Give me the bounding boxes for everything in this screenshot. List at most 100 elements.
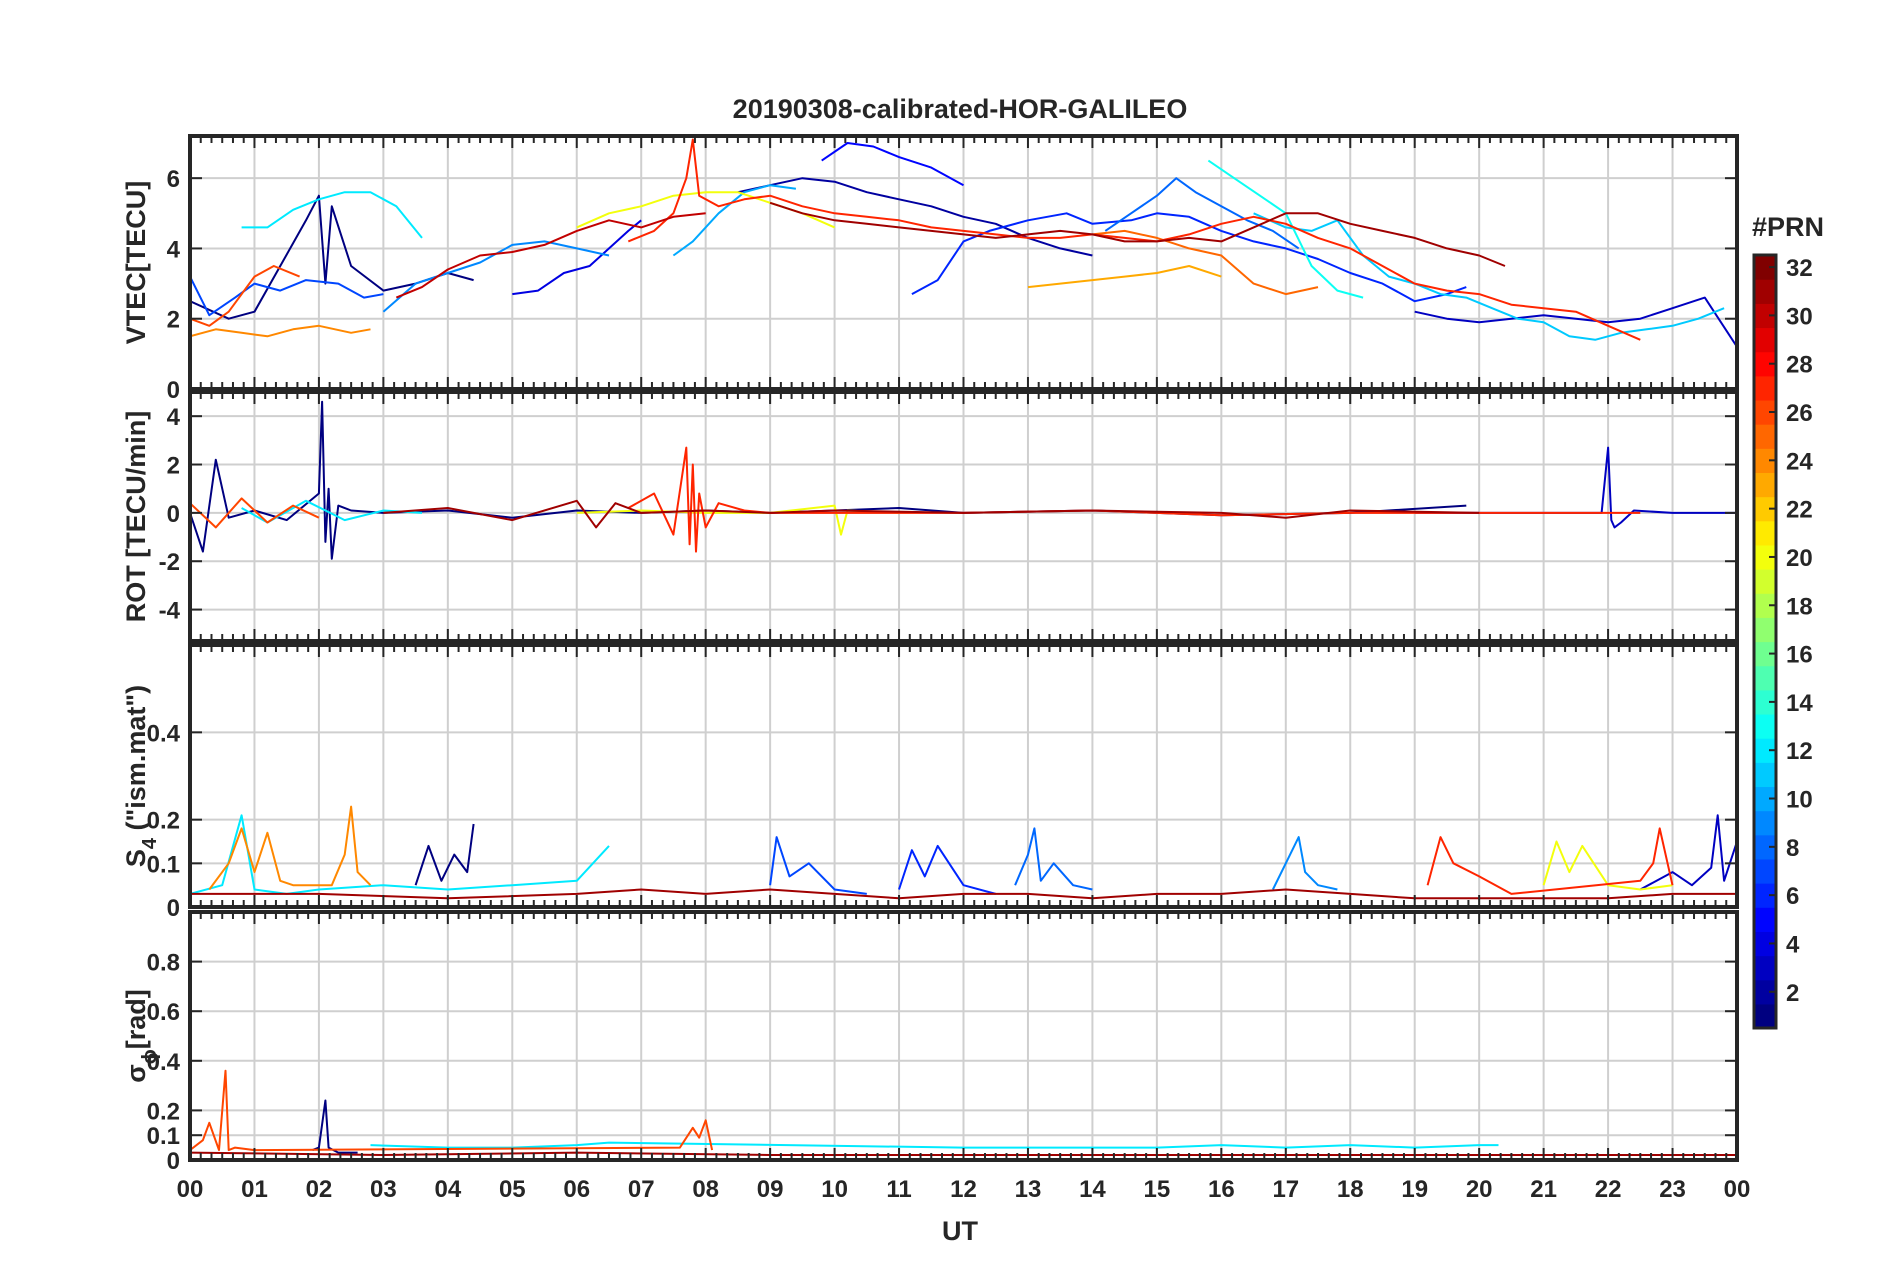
colorbar-tick-label: 10 (1786, 787, 1813, 814)
series-group (190, 138, 1737, 348)
colorbar-tick-label: 2 (1786, 980, 1799, 1007)
series-group (190, 400, 1737, 560)
colorbar-segment (1754, 399, 1776, 425)
series-line-prn-1 (414, 823, 475, 886)
y-tick-label: 0 (167, 895, 180, 922)
colorbar-segment (1754, 496, 1776, 522)
y-tick-label: 6 (167, 166, 180, 193)
series-line-prn-12 (241, 191, 423, 239)
series-line-prn-3 (1414, 296, 1737, 348)
series-line-prn-20 (576, 504, 900, 536)
x-tick-label: 19 (1401, 1176, 1428, 1203)
y-axis-label: VTEC[TECU] (121, 181, 151, 345)
x-tick-label: 04 (434, 1176, 461, 1203)
y-tick-label: 0.4 (147, 1049, 181, 1076)
series-line-prn-12 (241, 499, 423, 524)
colorbar-segment (1754, 303, 1776, 329)
x-tick-label: 17 (1272, 1176, 1299, 1203)
colorbar-segment (1754, 375, 1776, 401)
series-line-prn-30 (395, 212, 706, 299)
colorbar-segment (1754, 665, 1776, 691)
x-tick-label: 03 (370, 1176, 397, 1203)
series-line-prn-26 (190, 1069, 714, 1152)
colorbar-segment (1754, 544, 1776, 570)
colorbar-segment (1754, 327, 1776, 353)
y-tick-label: 0.2 (147, 1098, 180, 1125)
series-line-prn-31 (383, 499, 1480, 529)
x-tick-label: 08 (692, 1176, 719, 1203)
y-tick-label: 0.1 (147, 1123, 180, 1150)
series-line-prn-6 (911, 212, 1467, 303)
y-tick-label: 2 (167, 307, 180, 334)
colorbar-tick-label: 12 (1786, 738, 1813, 765)
series-line-prn-6 (898, 844, 996, 895)
panel-4: 00.10.2 0.4 0.6 0.8 σϕ[rad] (121, 910, 1739, 1175)
series-group (190, 805, 1737, 900)
series-line-prn-3 (1639, 814, 1737, 891)
colorbar-segment (1754, 617, 1776, 643)
colorbar-tick-label: 24 (1786, 448, 1813, 475)
colorbar-segment (1754, 1003, 1776, 1029)
y-tick-label: 0.4 (147, 720, 181, 747)
x-tick-label: 20 (1466, 1176, 1493, 1203)
series-line-prn-8 (1014, 827, 1093, 891)
series-line-prn-27 (627, 446, 1641, 553)
colorbar-segment (1754, 279, 1776, 304)
series-line-prn-31 (190, 888, 1737, 900)
series-line-prn-9 (382, 240, 610, 313)
x-tick-label: 11 (886, 1176, 911, 1203)
x-tick-label: 22 (1595, 1176, 1622, 1203)
series-line-prn-5 (821, 142, 964, 187)
y-tick-label: 0.6 (147, 999, 180, 1026)
colorbar-segment (1754, 520, 1776, 546)
colorbar-segment (1754, 593, 1776, 618)
colorbar-segment (1754, 351, 1776, 377)
y-tick-label: 0.8 (147, 950, 180, 977)
series-line-prn-20 (1542, 840, 1673, 891)
x-tick-label: 07 (628, 1176, 655, 1203)
colorbar-segment (1754, 569, 1776, 594)
series-line-prn-24 (190, 324, 371, 338)
series-line-prn-26 (190, 497, 320, 529)
series-line-prn-25 (1092, 229, 1319, 296)
series-line-prn-2 (737, 177, 1093, 257)
x-tick-label: 14 (1079, 1176, 1106, 1203)
x-tick-label: 02 (306, 1176, 333, 1203)
colorbar-tick-label: 26 (1786, 400, 1813, 427)
x-tick-label: 00 (1724, 1176, 1751, 1203)
series-line-prn-23 (1027, 265, 1222, 289)
y-tick-label: 2 (167, 453, 180, 480)
series-line-prn-27 (627, 138, 1641, 341)
colorbar-segment (1754, 255, 1776, 280)
y-axis-label: S4 ("ism.mat") (121, 685, 161, 867)
x-tick-label: 00 (177, 1176, 204, 1203)
x-tick-label: 10 (821, 1176, 848, 1203)
series-line-prn-24 (208, 805, 372, 891)
x-axis-label: UT (942, 1216, 978, 1246)
colorbar-segment (1754, 907, 1776, 932)
series-line-prn-31 (769, 201, 1506, 267)
series-line-prn-3 (1414, 446, 1737, 529)
y-tick-label: 0.1 (147, 851, 180, 878)
colorbar-tick-label: 6 (1786, 883, 1799, 910)
panel-3: 0 0.1 0.2 0.4S4 ("ism.mat") (121, 643, 1739, 922)
y-tick-label: 0 (167, 1148, 180, 1175)
colorbar-segment (1754, 762, 1776, 788)
series-line-prn-27 (1426, 827, 1674, 895)
colorbar-label: #PRN (1752, 212, 1824, 242)
colorbar-segment (1754, 713, 1776, 739)
x-tick-label: 05 (499, 1176, 526, 1203)
colorbar-tick-label: 32 (1786, 255, 1813, 282)
y-tick-label: 4 (167, 236, 181, 263)
colorbar-segment (1754, 448, 1776, 474)
series-line-prn-26 (190, 265, 300, 327)
y-tick-label: 0 (167, 377, 180, 404)
series-line-prn-10 (672, 184, 797, 257)
colorbar-tick-label: 28 (1786, 352, 1813, 379)
y-tick-label: 4 (167, 404, 181, 431)
colorbar-segment (1754, 931, 1776, 957)
y-tick-label: -4 (159, 598, 181, 625)
colorbar-tick-label: 20 (1786, 545, 1813, 572)
